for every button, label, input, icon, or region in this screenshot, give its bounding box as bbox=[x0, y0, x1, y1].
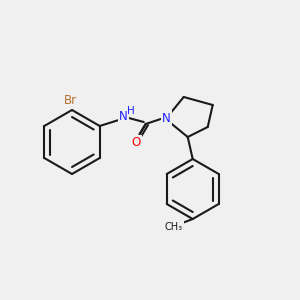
Text: N: N bbox=[162, 112, 171, 124]
Text: O: O bbox=[131, 136, 140, 149]
Text: CH₃: CH₃ bbox=[165, 222, 183, 232]
Text: Br: Br bbox=[63, 94, 76, 106]
Text: N: N bbox=[119, 110, 128, 122]
Text: H: H bbox=[127, 106, 135, 116]
